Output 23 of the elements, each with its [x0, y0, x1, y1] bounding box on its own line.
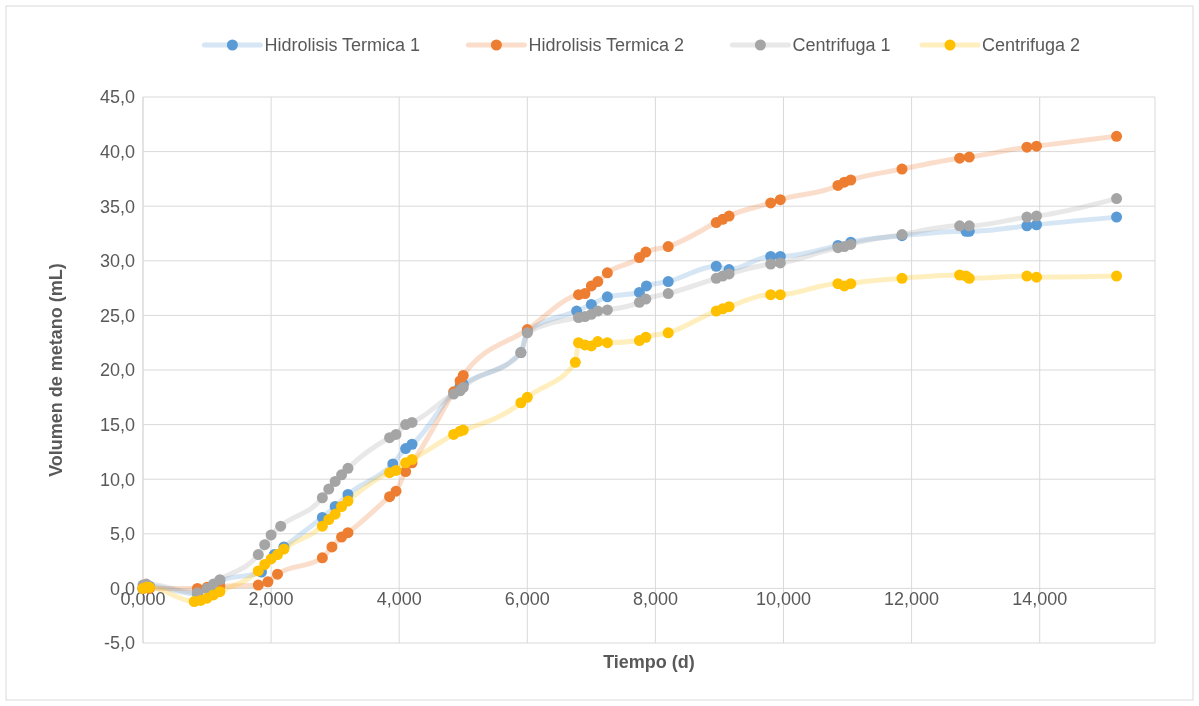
- x-tick-label: 10,000: [755, 589, 812, 609]
- y-tick-label: 35,0: [99, 196, 135, 217]
- y-tick-label: -5,0: [103, 633, 135, 654]
- x-tick-label: 6,000: [504, 589, 550, 609]
- y-tick-label: 20,0: [99, 360, 135, 381]
- x-axis-title: Tiempo (d): [603, 652, 695, 672]
- legend-label: Centrifuga 1: [792, 35, 891, 56]
- y-tick-label: 30,0: [99, 251, 135, 272]
- x-tick-label: 8,000: [632, 589, 678, 609]
- y-tick-label: 25,0: [99, 305, 135, 326]
- y-axis-title: Volumen de metano (mL): [46, 263, 66, 477]
- x-tick-label: 14,000: [1012, 589, 1068, 609]
- x-tick-label: 2,000: [248, 589, 294, 609]
- y-tick-label: 40,0: [99, 141, 135, 162]
- y-tick-label: 5,0: [109, 524, 135, 545]
- legend-label: Hidrolisis Termica 1: [264, 35, 421, 56]
- y-tick-label: 45,0: [99, 87, 135, 108]
- legend-label: Centrifuga 2: [982, 35, 1081, 56]
- legend-label: Hidrolisis Termica 2: [528, 35, 685, 56]
- x-tick-label: 4,000: [376, 589, 422, 609]
- y-tick-label: 15,0: [99, 414, 135, 435]
- y-tick-label: 10,0: [99, 469, 135, 490]
- x-tick-label: 12,000: [884, 589, 940, 609]
